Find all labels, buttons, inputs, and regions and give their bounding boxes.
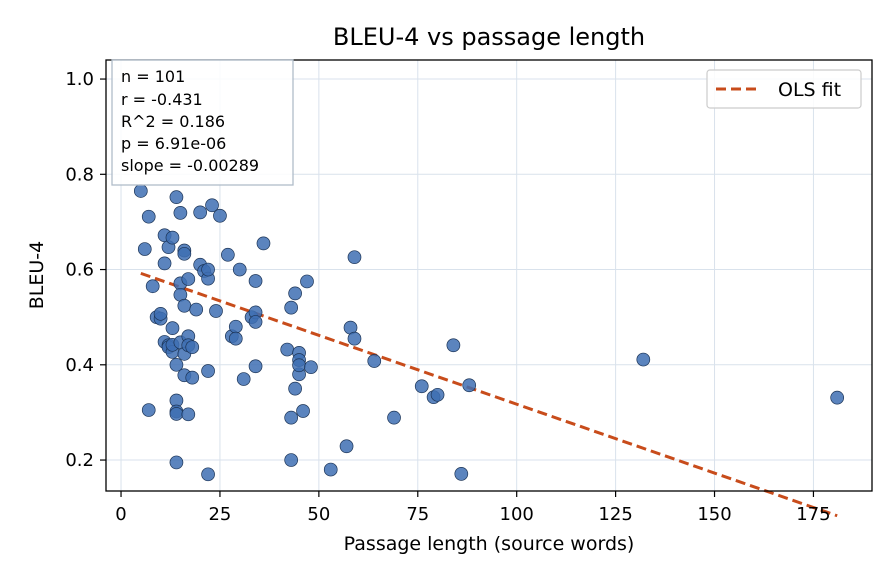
data-point <box>153 306 168 321</box>
data-point <box>177 298 192 313</box>
data-point <box>248 315 263 329</box>
data-point <box>446 338 461 353</box>
data-point <box>141 209 156 224</box>
data-point <box>205 198 219 213</box>
data-point <box>387 410 401 425</box>
data-point <box>173 206 188 220</box>
data-point <box>454 467 469 481</box>
x-tick-label: 0 <box>115 504 126 525</box>
legend-frame <box>706 69 862 109</box>
data-point <box>256 236 271 251</box>
data-points <box>133 184 845 482</box>
y-axis-label: BLEU-4 <box>26 241 48 309</box>
data-point <box>189 302 204 317</box>
y-tick-label: 0.2 <box>65 450 94 471</box>
data-point <box>169 357 184 372</box>
x-tick-label: 25 <box>208 504 231 525</box>
y-tick-label: 0.4 <box>65 355 94 376</box>
x-axis-label: Passage length (source words) <box>344 533 635 555</box>
stats-p-value: p = 6.91e-06 <box>121 134 226 153</box>
data-point <box>213 208 227 223</box>
data-point <box>201 364 215 378</box>
stats-r: r = -0.431 <box>121 90 203 109</box>
ols-fit-line-group <box>140 271 838 518</box>
data-point <box>193 205 208 220</box>
y-axis-ticks: 0.2 0.4 0.6 0.8 1.0 <box>65 69 106 471</box>
x-tick-label: 150 <box>697 504 731 525</box>
legend-ols-fit-label: OLS fit <box>778 79 841 101</box>
data-point <box>185 370 200 385</box>
data-point <box>181 272 196 286</box>
x-tick-label: 175 <box>796 504 830 525</box>
data-point <box>181 407 196 422</box>
data-point <box>296 404 310 418</box>
data-point <box>169 190 184 205</box>
data-point <box>300 274 314 289</box>
data-point <box>201 262 215 277</box>
data-point <box>137 242 152 256</box>
data-point <box>288 286 302 301</box>
data-point <box>280 342 295 357</box>
data-point <box>248 359 263 374</box>
data-point <box>177 246 192 261</box>
data-point <box>830 390 845 405</box>
data-point <box>145 279 160 294</box>
data-point <box>347 331 362 346</box>
data-point <box>141 403 156 417</box>
data-point <box>323 462 338 477</box>
data-point <box>221 247 235 262</box>
data-point <box>347 250 362 265</box>
stats-box-frame <box>111 59 294 186</box>
stats-box: n = 101 r = -0.431 R^2 = 0.186 p = 6.91e… <box>111 59 294 186</box>
y-tick-label: 0.6 <box>65 260 94 281</box>
data-point <box>304 360 318 375</box>
data-point <box>636 352 651 367</box>
data-point <box>165 321 180 335</box>
data-point <box>292 358 306 373</box>
data-point <box>367 354 382 368</box>
data-point <box>169 455 184 470</box>
data-point <box>339 439 354 454</box>
stats-r-squared: R^2 = 0.186 <box>121 112 225 131</box>
ols-fit-line <box>140 271 838 518</box>
data-point <box>236 372 251 386</box>
data-point <box>232 262 247 277</box>
x-tick-label: 125 <box>598 504 632 525</box>
data-point <box>165 230 180 245</box>
data-point <box>201 467 215 482</box>
plot-frame <box>105 59 873 492</box>
data-point <box>288 381 302 396</box>
x-tick-label: 100 <box>500 504 534 525</box>
data-point <box>248 274 263 288</box>
data-point <box>157 256 172 271</box>
data-point <box>430 387 445 402</box>
data-point <box>284 410 299 425</box>
stats-slope: slope = -0.00289 <box>121 156 259 175</box>
stats-n: n = 101 <box>121 67 185 86</box>
data-point <box>133 184 148 198</box>
data-point <box>414 379 429 394</box>
data-point <box>169 406 184 421</box>
data-point <box>185 340 200 355</box>
data-point <box>462 378 477 393</box>
data-point <box>228 331 243 346</box>
legend: OLS fit <box>706 69 862 109</box>
y-tick-label: 1.0 <box>65 69 94 90</box>
x-axis-ticks: 0 25 50 75 100 125 150 175 <box>115 491 831 525</box>
data-point <box>284 300 299 315</box>
y-tick-label: 0.8 <box>65 164 94 185</box>
data-point <box>284 453 299 467</box>
x-tick-label: 75 <box>406 504 429 525</box>
data-point <box>209 304 223 318</box>
data-point <box>228 319 243 334</box>
x-tick-label: 50 <box>307 504 330 525</box>
chart-title: BLEU-4 vs passage length <box>333 23 645 51</box>
